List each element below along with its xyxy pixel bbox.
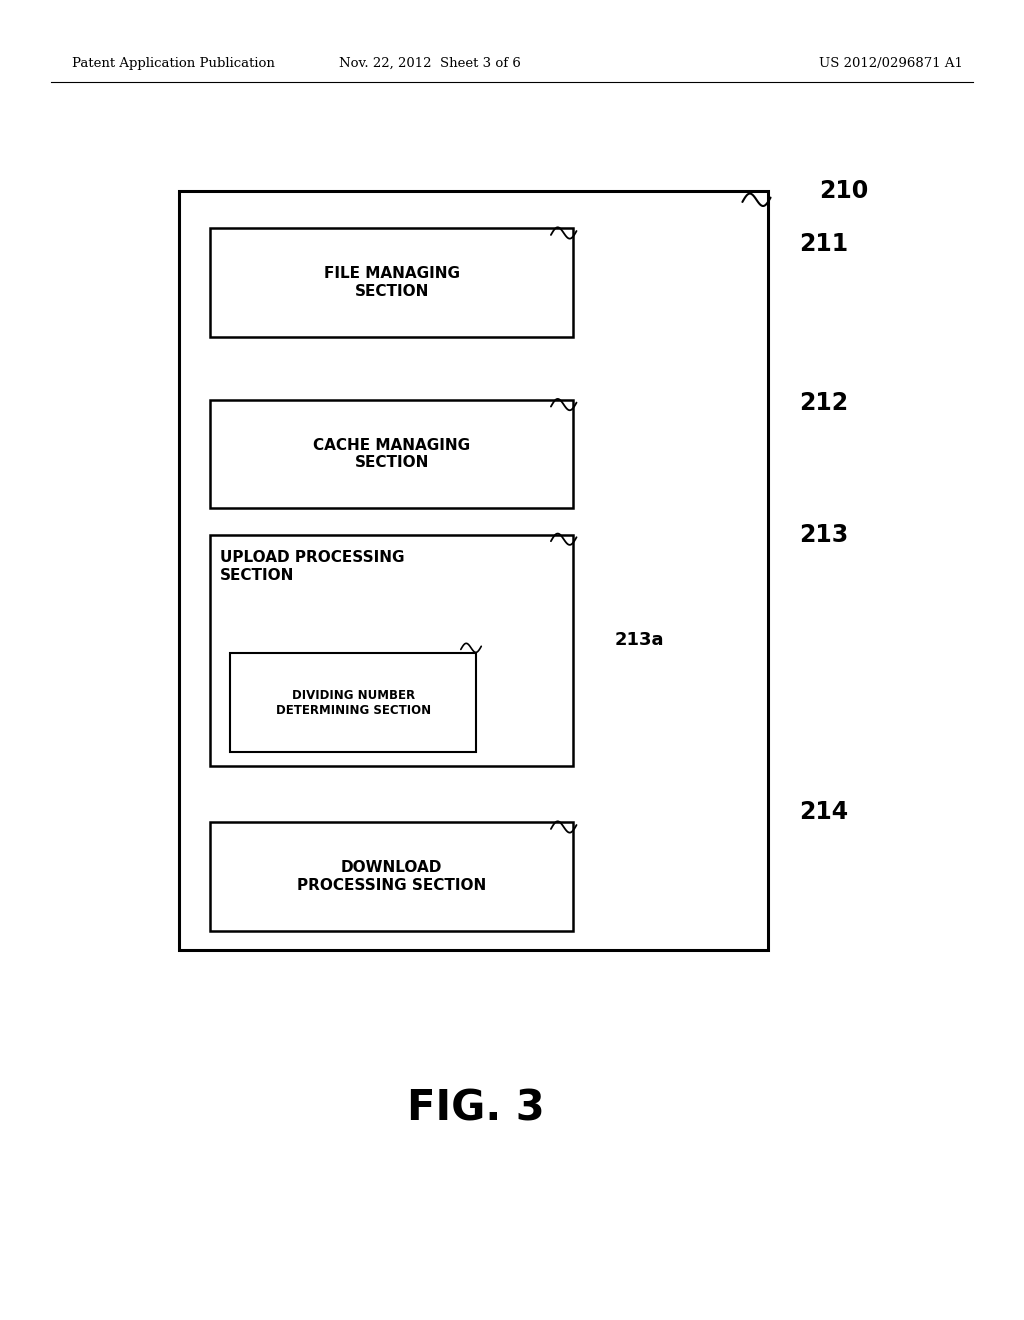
Text: FIG. 3: FIG. 3 <box>408 1088 545 1130</box>
Text: 213a: 213a <box>614 631 664 649</box>
Bar <box>179 191 768 950</box>
Bar <box>210 822 573 931</box>
Text: CACHE MANAGING
SECTION: CACHE MANAGING SECTION <box>313 438 470 470</box>
Text: FILE MANAGING
SECTION: FILE MANAGING SECTION <box>324 267 460 298</box>
Text: 213: 213 <box>799 523 848 546</box>
Text: Patent Application Publication: Patent Application Publication <box>72 57 274 70</box>
Bar <box>230 653 476 752</box>
Bar <box>210 400 573 508</box>
Text: Nov. 22, 2012  Sheet 3 of 6: Nov. 22, 2012 Sheet 3 of 6 <box>339 57 521 70</box>
Text: DIVIDING NUMBER
DETERMINING SECTION: DIVIDING NUMBER DETERMINING SECTION <box>275 689 431 717</box>
Text: 211: 211 <box>799 232 848 256</box>
Text: 214: 214 <box>799 800 848 824</box>
Text: 212: 212 <box>799 391 848 414</box>
Text: DOWNLOAD
PROCESSING SECTION: DOWNLOAD PROCESSING SECTION <box>297 861 486 892</box>
Bar <box>210 228 573 337</box>
Text: 210: 210 <box>819 180 868 203</box>
Text: US 2012/0296871 A1: US 2012/0296871 A1 <box>819 57 963 70</box>
Text: UPLOAD PROCESSING
SECTION: UPLOAD PROCESSING SECTION <box>220 550 404 583</box>
Bar <box>210 535 573 766</box>
